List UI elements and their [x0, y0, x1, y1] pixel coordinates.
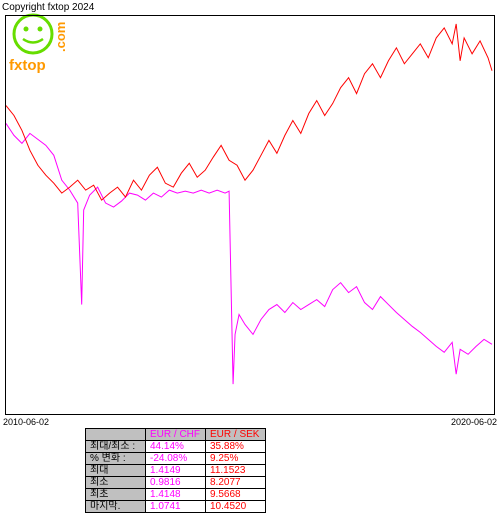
currency-data-table: EUR / CHF EUR / SEK 최대/최소 :44.14%35.88%%… [85, 428, 266, 513]
column-header-2: EUR / SEK [206, 429, 266, 441]
x-axis-end-label: 2020-06-02 [451, 417, 497, 427]
line-chart [5, 15, 495, 415]
column-header-1: EUR / CHF [146, 429, 206, 441]
row-label: % 변화 : [86, 453, 146, 465]
cell-value-1: 0.9816 [146, 477, 206, 489]
cell-value-2: 9.5668 [206, 489, 266, 501]
cell-value-1: -24.08% [146, 453, 206, 465]
row-label: 마지막. [86, 501, 146, 513]
cell-value-1: 1.0741 [146, 501, 206, 513]
cell-value-2: 11.1523 [206, 465, 266, 477]
x-axis-start-label: 2010-06-02 [3, 417, 49, 427]
cell-value-1: 1.4149 [146, 465, 206, 477]
table-corner [86, 429, 146, 441]
cell-value-1: 1.4148 [146, 489, 206, 501]
cell-value-1: 44.14% [146, 441, 206, 453]
cell-value-2: 9.25% [206, 453, 266, 465]
cell-value-2: 10.4520 [206, 501, 266, 513]
row-label: 최소 [86, 477, 146, 489]
row-label: 최대 [86, 465, 146, 477]
row-label: 최대/최소 : [86, 441, 146, 453]
cell-value-2: 35.88% [206, 441, 266, 453]
cell-value-2: 8.2077 [206, 477, 266, 489]
row-label: 최초 [86, 489, 146, 501]
